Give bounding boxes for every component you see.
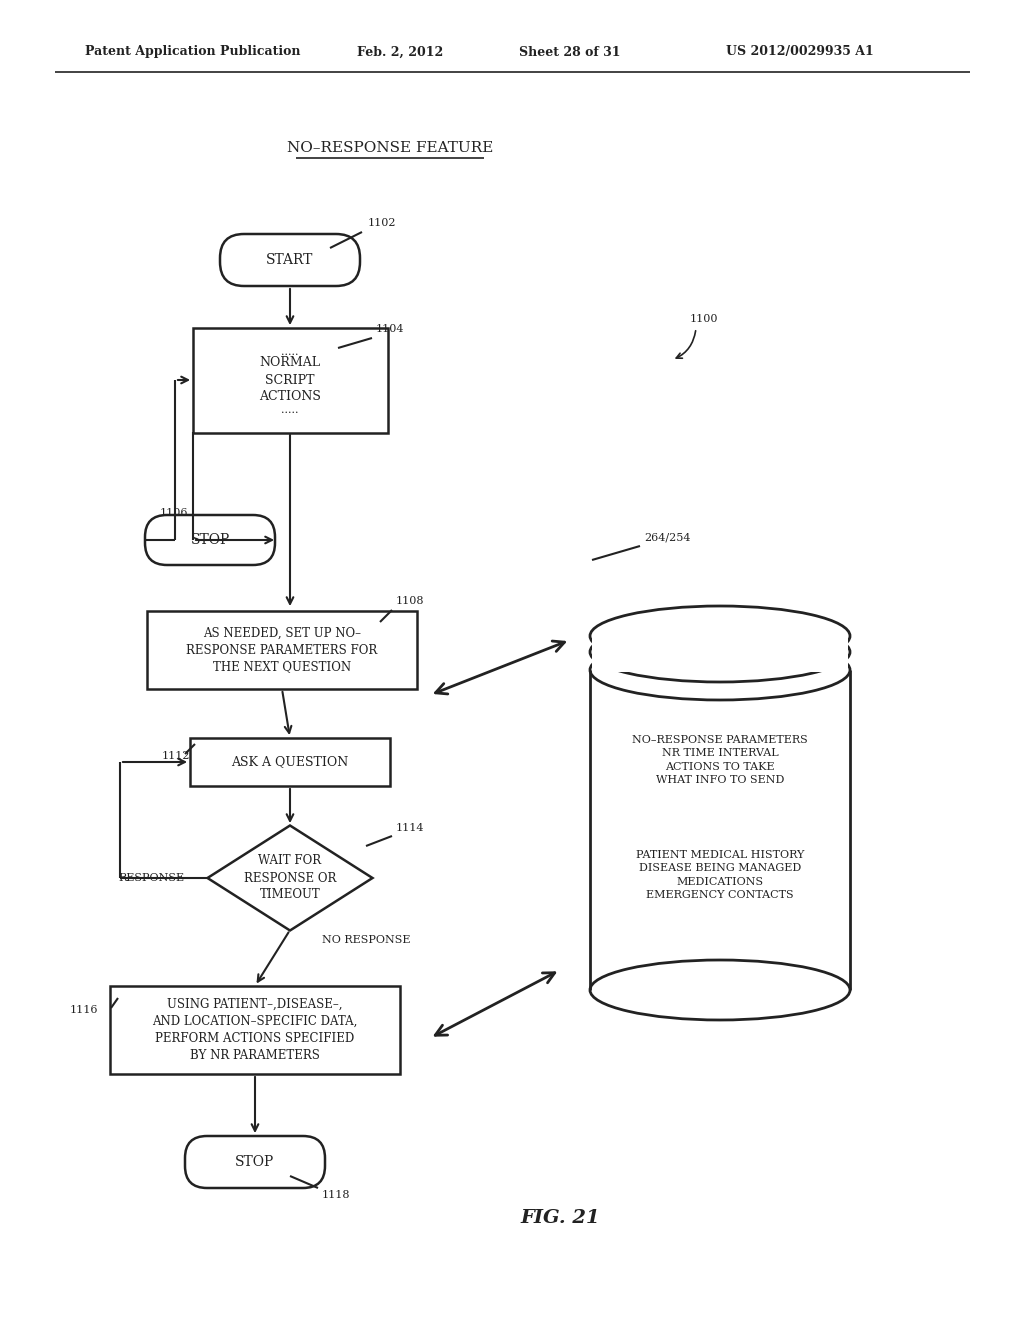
Text: 264/254: 264/254: [644, 532, 690, 543]
Text: NORMAL
SCRIPT
ACTIONS: NORMAL SCRIPT ACTIONS: [259, 356, 321, 404]
Text: AS NEEDED, SET UP NO–
RESPONSE PARAMETERS FOR
THE NEXT QUESTION: AS NEEDED, SET UP NO– RESPONSE PARAMETER…: [186, 627, 378, 673]
Text: 1114: 1114: [396, 822, 425, 833]
Text: 1106: 1106: [160, 508, 188, 517]
Bar: [193, 327, 387, 433]
FancyBboxPatch shape: [145, 515, 275, 565]
Bar: [147, 611, 417, 689]
Text: 1104: 1104: [376, 323, 404, 334]
Text: 1100: 1100: [690, 314, 719, 323]
Text: STOP: STOP: [236, 1155, 274, 1170]
Text: PATIENT MEDICAL HISTORY
DISEASE BEING MANAGED
MEDICATIONS
EMERGENCY CONTACTS: PATIENT MEDICAL HISTORY DISEASE BEING MA…: [636, 850, 804, 900]
FancyBboxPatch shape: [220, 234, 360, 286]
Text: 1108: 1108: [396, 597, 425, 606]
Text: NO RESPONSE: NO RESPONSE: [322, 935, 411, 945]
Ellipse shape: [590, 622, 850, 682]
Text: USING PATIENT–,DISEASE–,
AND LOCATION–SPECIFIC DATA,
PERFORM ACTIONS SPECIFIED
B: USING PATIENT–,DISEASE–, AND LOCATION–SP…: [153, 998, 357, 1063]
Ellipse shape: [590, 960, 850, 1020]
Text: Patent Application Publication: Patent Application Publication: [85, 45, 300, 58]
Text: Sheet 28 of 31: Sheet 28 of 31: [519, 45, 621, 58]
Text: 1118: 1118: [322, 1191, 350, 1200]
Ellipse shape: [590, 640, 850, 700]
Text: US 2012/0029935 A1: US 2012/0029935 A1: [726, 45, 873, 58]
Bar: [110, 986, 400, 1074]
Polygon shape: [208, 825, 373, 931]
Ellipse shape: [590, 606, 850, 667]
Text: .....: .....: [282, 347, 299, 356]
Text: WAIT FOR
RESPONSE OR
TIMEOUT: WAIT FOR RESPONSE OR TIMEOUT: [244, 854, 336, 902]
Text: FIG. 21: FIG. 21: [520, 1209, 600, 1228]
Text: STOP: STOP: [190, 533, 229, 546]
Text: 1102: 1102: [368, 218, 396, 228]
Text: START: START: [266, 253, 313, 267]
Text: RESPONSE: RESPONSE: [118, 873, 184, 883]
Text: 1112: 1112: [162, 751, 190, 762]
Text: ASK A QUESTION: ASK A QUESTION: [231, 755, 348, 768]
Text: .....: .....: [282, 405, 299, 414]
Text: 1116: 1116: [70, 1005, 98, 1015]
Bar: [592, 634, 848, 672]
FancyBboxPatch shape: [185, 1137, 325, 1188]
Text: NO–RESPONSE FEATURE: NO–RESPONSE FEATURE: [287, 141, 494, 154]
Bar: [190, 738, 390, 785]
Text: Feb. 2, 2012: Feb. 2, 2012: [357, 45, 443, 58]
Text: NO–RESPONSE PARAMETERS
NR TIME INTERVAL
ACTIONS TO TAKE
WHAT INFO TO SEND: NO–RESPONSE PARAMETERS NR TIME INTERVAL …: [632, 735, 808, 785]
